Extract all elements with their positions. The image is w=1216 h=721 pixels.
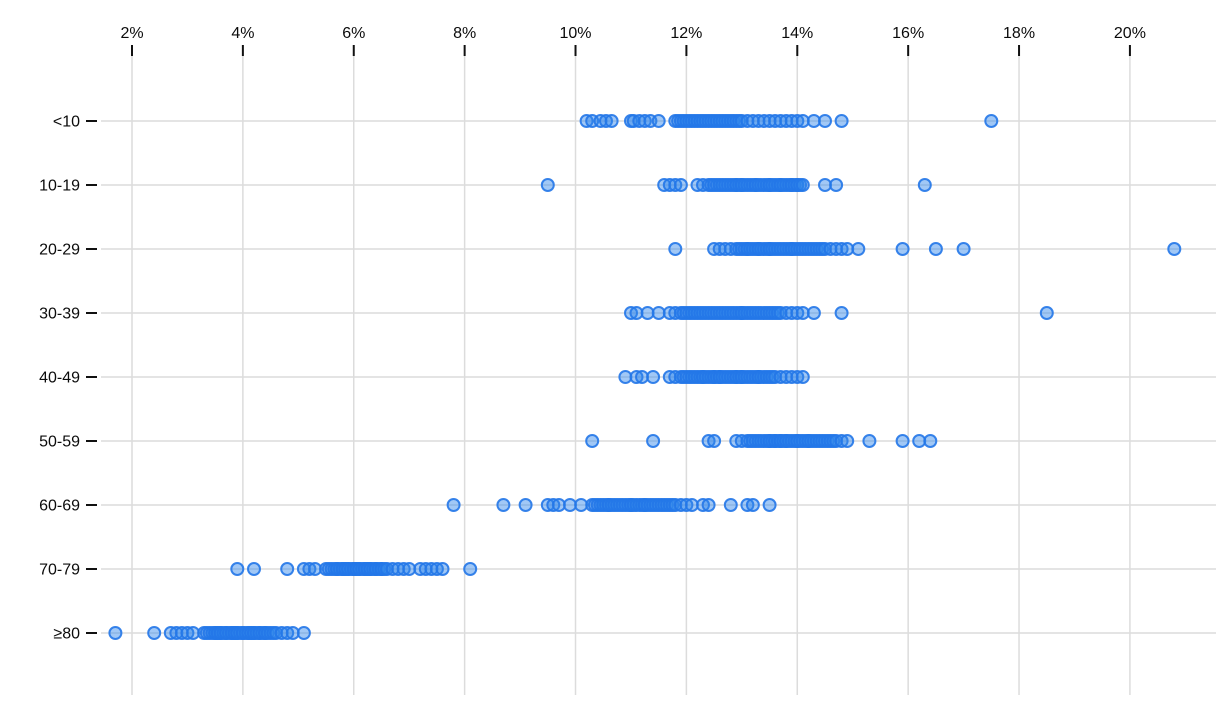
data-point	[956, 242, 971, 256]
data-point	[829, 178, 844, 192]
x-tick-label: 20%	[1114, 25, 1146, 42]
data-point	[818, 114, 832, 128]
data-point	[923, 434, 938, 448]
dots-layer	[108, 114, 1182, 640]
x-tick-label: 10%	[560, 25, 592, 42]
data-point	[673, 178, 688, 192]
data-point	[723, 498, 738, 512]
data-point	[928, 242, 943, 256]
x-tick-label: 6%	[342, 25, 365, 42]
row-label: 70-79	[39, 562, 80, 579]
data-point	[463, 562, 478, 576]
data-point	[296, 626, 311, 640]
x-tick-label: 12%	[670, 25, 702, 42]
data-point	[806, 306, 821, 320]
row-label: ≥80	[53, 626, 80, 643]
axis-layer: 2% 4% 6% 8% 10% 12% 14% 16% 18% 20% <10 10-19 20-29 3…	[39, 25, 1146, 643]
data-point	[230, 562, 245, 576]
data-point	[247, 562, 261, 576]
x-tick-label: 4%	[231, 25, 254, 42]
data-point	[895, 434, 910, 448]
data-point	[762, 498, 777, 512]
data-point	[917, 178, 932, 192]
data-point	[834, 114, 849, 128]
data-point	[518, 498, 533, 512]
row-label: 60-69	[39, 498, 80, 515]
data-point	[604, 114, 619, 128]
x-tick-label: 14%	[781, 25, 813, 42]
data-point	[108, 626, 123, 640]
row-label: 30-39	[39, 306, 80, 323]
x-tick-label: 18%	[1003, 25, 1035, 42]
row-label: <10	[53, 114, 80, 131]
data-point	[585, 434, 600, 448]
data-point	[646, 434, 661, 448]
data-point	[651, 114, 666, 128]
row-label: 10-19	[39, 178, 80, 195]
data-point	[280, 562, 295, 576]
row-label: 20-29	[39, 242, 80, 259]
data-point	[707, 434, 722, 448]
data-point	[1039, 306, 1054, 320]
row-label: 50-59	[39, 434, 80, 451]
data-point	[795, 178, 810, 192]
data-point	[834, 306, 849, 320]
data-point	[1167, 242, 1182, 256]
row-label: 40-49	[39, 370, 80, 387]
data-point	[984, 114, 999, 128]
data-point	[745, 498, 760, 512]
data-point	[840, 434, 855, 448]
data-point	[701, 498, 716, 512]
data-point	[646, 370, 661, 384]
data-point	[435, 562, 450, 576]
x-tick-label: 2%	[120, 25, 143, 42]
data-point	[496, 498, 511, 512]
data-point	[895, 242, 910, 256]
data-point	[851, 242, 866, 256]
x-tick-label: 16%	[892, 25, 924, 42]
data-point	[668, 242, 683, 256]
data-point	[446, 498, 461, 512]
x-tick-label: 8%	[453, 25, 476, 42]
data-point	[540, 178, 555, 192]
data-point	[795, 370, 810, 384]
data-point	[862, 434, 877, 448]
data-point	[147, 626, 162, 640]
